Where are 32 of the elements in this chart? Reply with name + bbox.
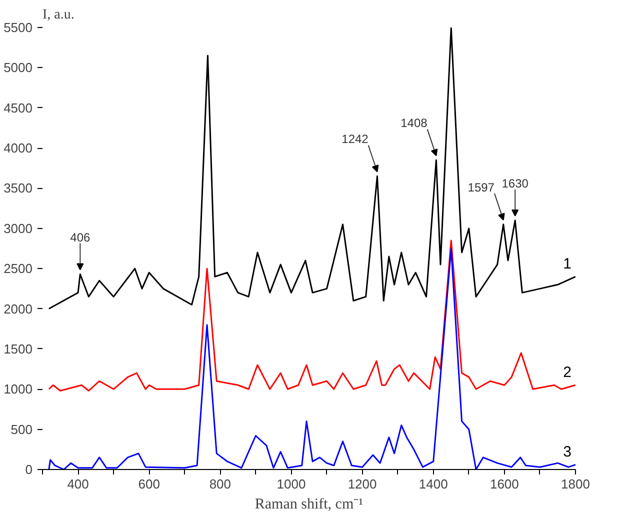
- x-tick-label: 800: [209, 476, 232, 492]
- series-label: 2: [563, 364, 572, 382]
- y-tick-label: 500: [10, 422, 33, 437]
- line-series: [48, 28, 576, 310]
- x-tick-label: 1200: [348, 476, 377, 492]
- annotation: 1597: [468, 180, 495, 194]
- annotation: 1242: [342, 132, 369, 146]
- annotation: 1630: [502, 176, 529, 190]
- y-tick-label: 2500: [4, 261, 32, 276]
- y-tick-label: 0: [25, 462, 33, 477]
- y-tick-label: 2000: [4, 301, 32, 316]
- annotation: 406: [70, 230, 90, 244]
- line-series: [48, 248, 576, 470]
- series-label: 3: [563, 444, 572, 461]
- x-tick-label: 400: [67, 476, 89, 492]
- y-tick-label: 1500: [4, 341, 32, 356]
- x-axis-title: Raman shift, cm⁻¹: [254, 496, 364, 512]
- y-tick-label: 3500: [4, 180, 32, 196]
- y-tick-label: 5000: [4, 60, 32, 76]
- series-label: 1: [563, 256, 572, 273]
- y-tick-label: 4500: [4, 100, 32, 116]
- x-tick-label: 1800: [561, 476, 590, 492]
- x-tick-label: 600: [138, 476, 160, 492]
- x-tick-label: 1600: [490, 476, 519, 492]
- annotation: 1408: [400, 116, 428, 130]
- y-tick-label: 5500: [4, 20, 32, 35]
- x-tick-label: 1000: [276, 476, 306, 492]
- x-tick-label: 1400: [418, 476, 448, 492]
- y-tick-label: 4000: [4, 140, 32, 156]
- y-axis-title: I, a.u.: [42, 8, 74, 22]
- y-tick-label: 1000: [4, 382, 32, 397]
- y-tick-label: 3000: [4, 220, 32, 236]
